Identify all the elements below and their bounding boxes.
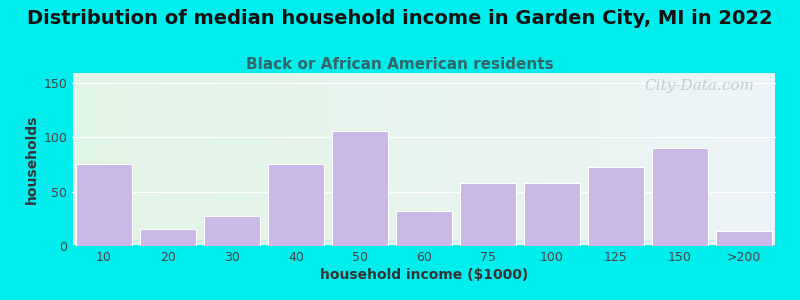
Bar xyxy=(460,183,516,246)
Bar xyxy=(332,131,388,246)
Bar xyxy=(204,215,260,246)
Bar xyxy=(524,183,580,246)
Text: City-Data.com: City-Data.com xyxy=(645,79,755,93)
Bar xyxy=(268,164,324,246)
Bar xyxy=(396,211,452,246)
Bar xyxy=(716,231,772,246)
Bar xyxy=(652,148,708,246)
Text: Distribution of median household income in Garden City, MI in 2022: Distribution of median household income … xyxy=(27,9,773,28)
Bar xyxy=(76,164,132,246)
Text: Black or African American residents: Black or African American residents xyxy=(246,57,554,72)
Bar xyxy=(140,229,196,246)
Bar xyxy=(588,167,644,246)
Y-axis label: households: households xyxy=(25,114,39,204)
X-axis label: household income ($1000): household income ($1000) xyxy=(320,268,528,282)
